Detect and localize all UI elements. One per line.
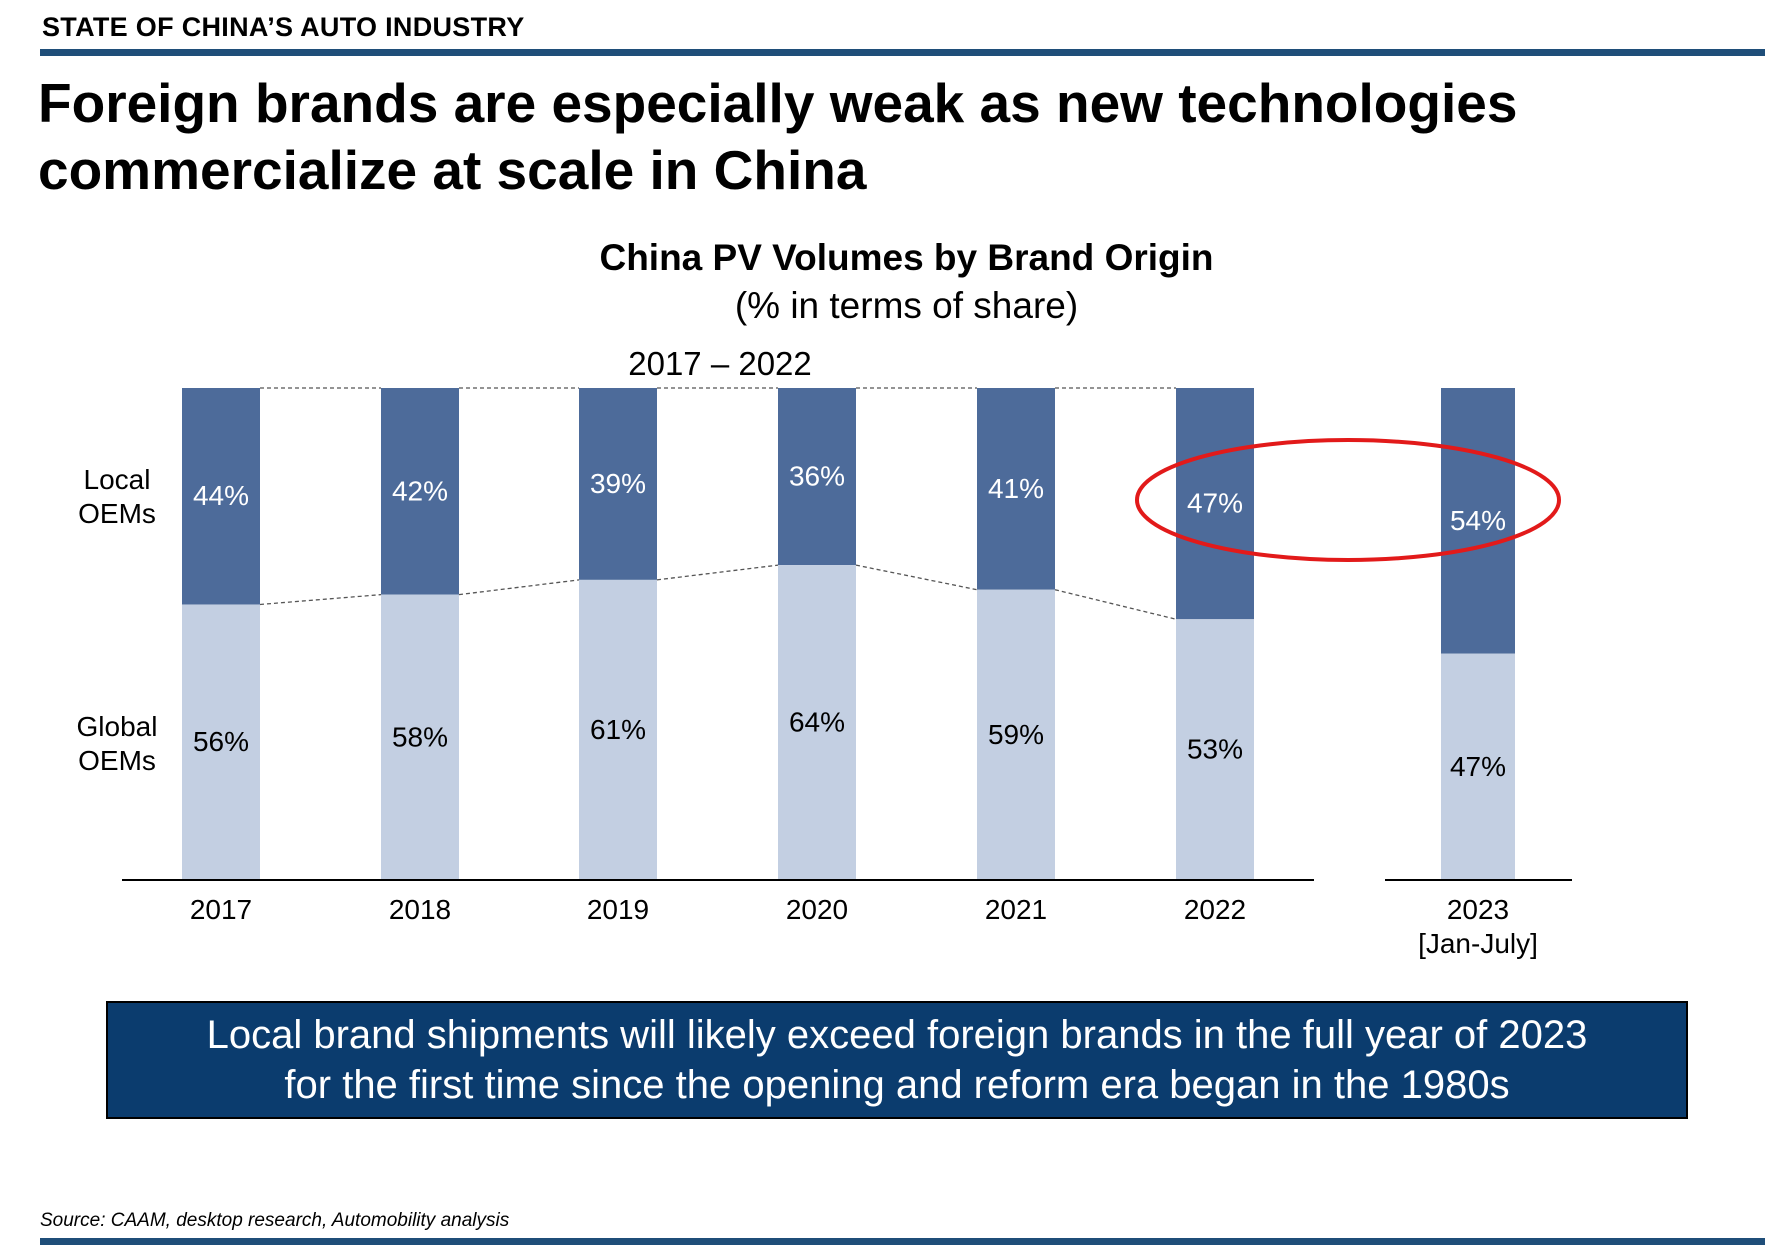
bar-global-2021: [977, 589, 1055, 880]
data-label-local-2020: 36%: [789, 461, 845, 492]
connector-split: [458, 579, 580, 596]
bar-local-2017: [182, 388, 260, 605]
chart-subtitle: (% in terms of share): [734, 285, 1079, 326]
x-tick-sublabel-2023: [Jan-July]: [1418, 928, 1538, 959]
bar-local-2018: [381, 388, 459, 595]
x-tick-label-2023: 2023: [1447, 894, 1509, 925]
bar-global-2019: [579, 579, 657, 880]
callout-line-2: for the first time since the opening and…: [284, 1063, 1510, 1107]
bar-global-2022: [1176, 619, 1254, 880]
bar-local-2022: [1176, 388, 1254, 620]
page-headline: Foreign brands are especially weak as ne…: [38, 70, 1738, 204]
data-label-global-2020: 64%: [789, 707, 845, 738]
connector-split: [855, 564, 978, 591]
stacked-bar-chart: 44% 56% 2017 42% 58% 2018 39% 61% 2019 36% 64% 2020…: [77, 345, 1572, 959]
data-label-local-2017: 44%: [193, 480, 249, 511]
x-tick-label-2022: 2022: [1184, 894, 1246, 925]
data-label-global-2022: 53%: [1187, 734, 1243, 765]
group-label: 2017 – 2022: [628, 345, 812, 382]
data-label-local-2018: 42%: [392, 475, 448, 506]
bottom-divider: [40, 1238, 1765, 1245]
connector-split: [1054, 589, 1177, 620]
bar-global-2023: [1441, 653, 1515, 880]
data-label-global-2019: 61%: [590, 714, 646, 745]
x-tick-label-2018: 2018: [389, 894, 451, 925]
series-label-global: Global: [77, 711, 158, 742]
bar-local-2021: [977, 388, 1055, 590]
chart-title: China PV Volumes by Brand Origin: [599, 237, 1214, 278]
callout-line-1: Local brand shipments will likely exceed…: [206, 1013, 1588, 1057]
data-label-global-2018: 58%: [392, 721, 448, 752]
bar-global-2017: [182, 604, 260, 880]
bar-local-2019: [579, 388, 657, 580]
bar-local-2020: [778, 388, 856, 566]
connector-split: [656, 564, 779, 581]
section-label: STATE OF CHINA’S AUTO INDUSTRY: [42, 12, 525, 42]
data-label-local-2022: 47%: [1187, 488, 1243, 519]
bar-local-2023: [1441, 388, 1515, 654]
data-label-global-2017: 56%: [193, 726, 249, 757]
headline-line-2: commercialize at scale in China: [38, 139, 867, 201]
headline-line-1: Foreign brands are especially weak as ne…: [38, 72, 1518, 134]
x-tick-label-2019: 2019: [587, 894, 649, 925]
bar-global-2020: [778, 565, 856, 880]
series-label-local: Local: [84, 464, 151, 495]
top-divider: [40, 49, 1765, 56]
bar-global-2018: [381, 594, 459, 880]
series-label-global: OEMs: [78, 745, 156, 776]
data-label-global-2021: 59%: [988, 719, 1044, 750]
source-note: Source: CAAM, desktop research, Automobi…: [40, 1210, 510, 1231]
x-tick-label-2021: 2021: [985, 894, 1047, 925]
x-tick-label-2017: 2017: [190, 894, 252, 925]
data-label-global-2023: 47%: [1450, 751, 1506, 782]
series-label-local: OEMs: [78, 498, 156, 529]
x-tick-label-2020: 2020: [786, 894, 848, 925]
key-takeaway-callout: Local brand shipments will likely exceed…: [106, 1001, 1688, 1119]
highlight-ellipse: [1135, 438, 1561, 562]
data-label-local-2023: 54%: [1450, 505, 1506, 536]
data-label-local-2021: 41%: [988, 473, 1044, 504]
data-label-local-2019: 39%: [590, 468, 646, 499]
connector-split: [259, 593, 382, 606]
